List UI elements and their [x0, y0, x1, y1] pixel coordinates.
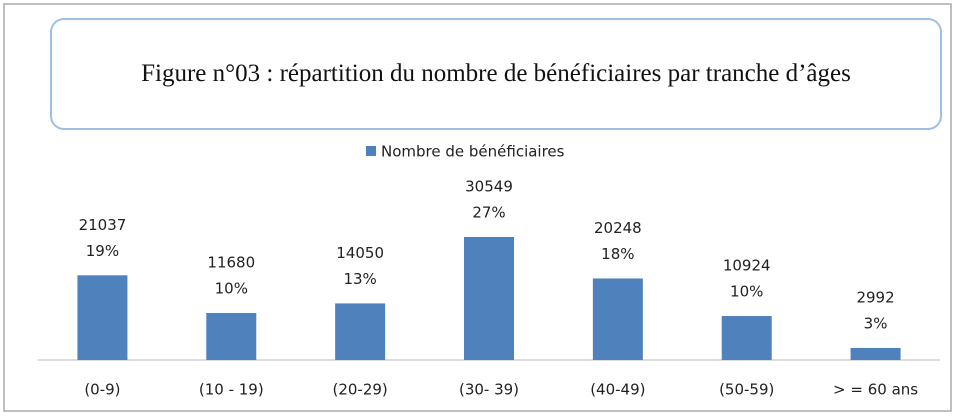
value-label: 10924	[723, 257, 771, 275]
bar	[206, 312, 257, 360]
value-label: 11680	[207, 253, 255, 271]
legend-label: Nombre de bénéficiaires	[381, 143, 565, 161]
x-tick-label: (10 - 19)	[199, 381, 264, 399]
x-tick-label: (0-9)	[84, 381, 120, 399]
percent-label: 10%	[215, 279, 248, 297]
bar	[721, 316, 772, 360]
value-label: 30549	[465, 178, 513, 196]
x-tick-label: (40-49)	[590, 381, 645, 399]
percent-label: 19%	[86, 242, 119, 260]
percent-label: 13%	[343, 270, 376, 288]
x-tick-label: (20-29)	[332, 381, 387, 399]
value-label: 14050	[336, 244, 384, 262]
legend-swatch	[366, 146, 376, 156]
x-tick-label: (30- 39)	[459, 381, 519, 399]
percent-label: 10%	[730, 283, 763, 301]
percent-label: 27%	[472, 204, 505, 222]
bar	[592, 278, 643, 360]
percent-label: 3%	[864, 314, 888, 332]
chart-border	[3, 3, 952, 412]
percent-label: 18%	[601, 245, 634, 263]
bar	[77, 275, 128, 360]
bar	[335, 303, 386, 360]
value-label: 2992	[856, 288, 894, 306]
bar	[850, 347, 901, 360]
x-tick-label: > = 60 ans	[833, 381, 918, 399]
bar	[464, 237, 514, 360]
chart-title: Figure n°03 : répartition du nombre de b…	[50, 18, 942, 130]
value-label: 20248	[594, 219, 642, 237]
value-label: 21037	[79, 216, 127, 234]
x-tick-label: (50-59)	[719, 381, 774, 399]
